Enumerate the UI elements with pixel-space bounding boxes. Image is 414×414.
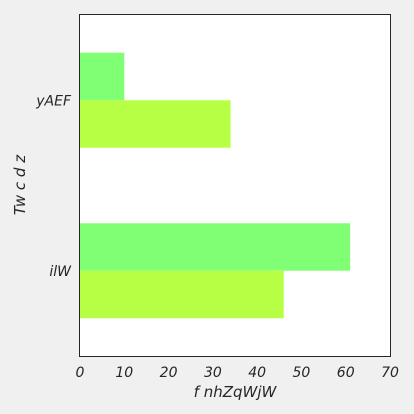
bars-group — [80, 52, 351, 319]
x-tick-label: 20 — [160, 365, 178, 381]
bar-ilW-series-1 — [80, 223, 351, 271]
bar-ilW-series-2 — [80, 270, 284, 319]
x-tick-label: 60 — [337, 365, 355, 381]
x-tick-label: 40 — [248, 365, 266, 381]
plot-frame — [79, 14, 391, 357]
y-axis: yAEF ilW — [35, 93, 72, 280]
x-tick-label: 10 — [115, 365, 133, 381]
x-tick-label: 50 — [293, 365, 311, 381]
x-axis-label: f nhZqWjW — [194, 383, 278, 401]
x-tick-label: 70 — [381, 365, 399, 381]
x-tick-label: 0 — [76, 365, 85, 381]
y-tick-label: ilW — [49, 264, 72, 280]
bar-yAEF-series-2 — [80, 100, 231, 148]
bar-yAEF-series-1 — [80, 52, 125, 101]
x-axis: 0 10 20 30 40 50 60 70 — [76, 365, 399, 381]
y-axis-label: Tw c d z — [11, 154, 29, 215]
x-tick-label: 30 — [204, 365, 222, 381]
y-tick-label: yAEF — [35, 93, 72, 109]
